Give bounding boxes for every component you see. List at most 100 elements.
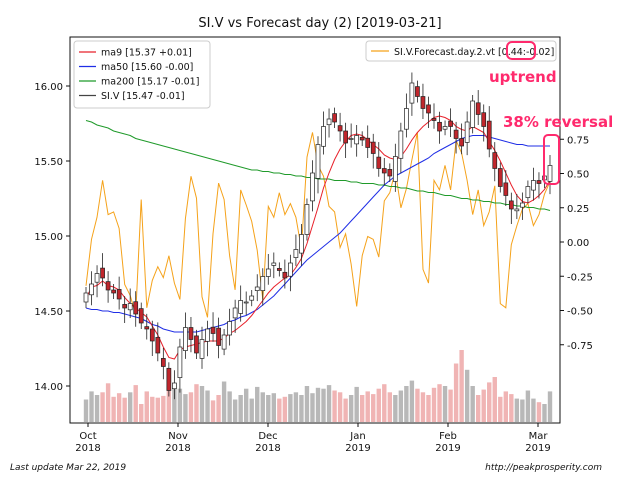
axes: 14.00 14.50 15.00 15.50 16.00 -0.75 -0.50 -0.25… xyxy=(34,82,593,454)
candle-body xyxy=(94,273,100,283)
y-left-tick-label: 15.50 xyxy=(34,157,63,168)
volume-bar xyxy=(266,395,271,422)
annotation-value-ring xyxy=(506,41,536,60)
candle-body xyxy=(127,303,133,311)
candle-body xyxy=(503,182,509,196)
legend-label: ma50 [15.60 -0.00] xyxy=(101,62,193,73)
legend-left-box xyxy=(73,40,211,109)
y-left-tick-label: 14.00 xyxy=(34,382,63,393)
last-update: Last update Mar 22, 2019 xyxy=(10,463,127,473)
candle-body xyxy=(282,271,288,279)
candle-body xyxy=(288,262,293,277)
candle-body xyxy=(172,382,177,390)
volume-bar xyxy=(371,394,376,422)
volume-bar xyxy=(354,386,359,422)
candle-body xyxy=(254,286,260,291)
candle-body xyxy=(315,144,321,179)
candle-body xyxy=(304,204,310,235)
volume-bar xyxy=(420,392,426,422)
volume-bar xyxy=(255,386,260,422)
candle-body xyxy=(492,152,498,169)
volume-bar xyxy=(404,386,409,422)
candle-body xyxy=(459,138,464,147)
candlesticks xyxy=(83,72,553,400)
y-right-tick-label: 0.25 xyxy=(567,204,589,215)
candle-body xyxy=(337,125,343,132)
candle-body xyxy=(359,136,365,141)
volume-bar xyxy=(343,398,348,422)
volume-bar xyxy=(116,393,122,422)
annotation-reversal-bracket xyxy=(543,134,560,185)
candle-body xyxy=(481,112,487,127)
candle-body xyxy=(183,327,188,351)
volume-bar xyxy=(210,400,216,422)
y-right-tick-label: 0.00 xyxy=(567,238,589,249)
candle-body xyxy=(326,118,332,126)
candle-body xyxy=(260,276,266,291)
candle-body xyxy=(122,304,128,309)
volume-bar xyxy=(161,395,166,422)
candle-body xyxy=(464,121,470,143)
volume-bar xyxy=(172,384,177,422)
volume-bar xyxy=(475,395,481,422)
candle-body xyxy=(437,121,442,132)
candle-body xyxy=(475,102,481,115)
candle-body xyxy=(177,346,183,378)
candle-body xyxy=(525,186,531,198)
y-right-tick-label: 0.75 xyxy=(567,135,589,146)
volume-bar xyxy=(127,392,133,422)
candle-body xyxy=(271,262,277,266)
volume-bar xyxy=(459,350,464,422)
volume-bar xyxy=(487,382,492,422)
candle-body xyxy=(216,327,221,346)
volume-bar xyxy=(232,399,238,422)
candle-body xyxy=(365,137,371,148)
candle-body xyxy=(398,130,404,159)
volume-bar xyxy=(260,392,265,422)
candle-body xyxy=(310,172,315,202)
volume-bar xyxy=(387,392,393,422)
candle-body xyxy=(105,281,111,291)
candle-body xyxy=(387,169,393,177)
candle-body xyxy=(205,328,210,342)
volume-bar xyxy=(144,391,149,422)
volume-bar xyxy=(216,395,221,422)
candle-body xyxy=(144,326,150,330)
candle-body xyxy=(508,200,514,210)
volume-bar xyxy=(122,397,127,422)
volume-bar xyxy=(509,394,514,422)
volume-bar xyxy=(282,396,288,422)
volume-bar xyxy=(398,390,404,422)
y-left-tick-label: 14.50 xyxy=(34,307,63,318)
volume-bar xyxy=(365,391,370,422)
volume-bar xyxy=(492,377,497,422)
source-url: http://peakprosperity.com xyxy=(485,463,602,473)
candle-body xyxy=(376,156,382,169)
volume-bar xyxy=(409,380,415,422)
volume-bar xyxy=(393,395,398,422)
candle-body xyxy=(232,307,238,319)
candle-body xyxy=(188,327,194,340)
volume-bar xyxy=(514,398,520,422)
volume-bar xyxy=(177,388,183,422)
volume-bar xyxy=(531,398,536,422)
legend-label: ma9 [15.37 +0.01] xyxy=(101,48,192,59)
candle-body xyxy=(442,126,448,130)
candle-body xyxy=(83,292,89,303)
candle-body xyxy=(133,301,139,315)
volume-bar xyxy=(243,388,249,422)
candle-body xyxy=(497,168,503,187)
candle-body xyxy=(116,289,122,300)
candle-body xyxy=(194,335,199,354)
volume-bar xyxy=(83,399,89,422)
volume-bar xyxy=(199,386,205,422)
volume-bar xyxy=(415,388,420,422)
volume-bar xyxy=(326,385,332,422)
volume-bar xyxy=(453,363,459,422)
candle-body xyxy=(370,141,376,154)
volume-bar xyxy=(288,394,293,422)
candle-body xyxy=(227,321,232,336)
candle-body xyxy=(160,358,166,367)
volume-bar xyxy=(94,395,100,422)
volume-bar xyxy=(337,392,343,422)
